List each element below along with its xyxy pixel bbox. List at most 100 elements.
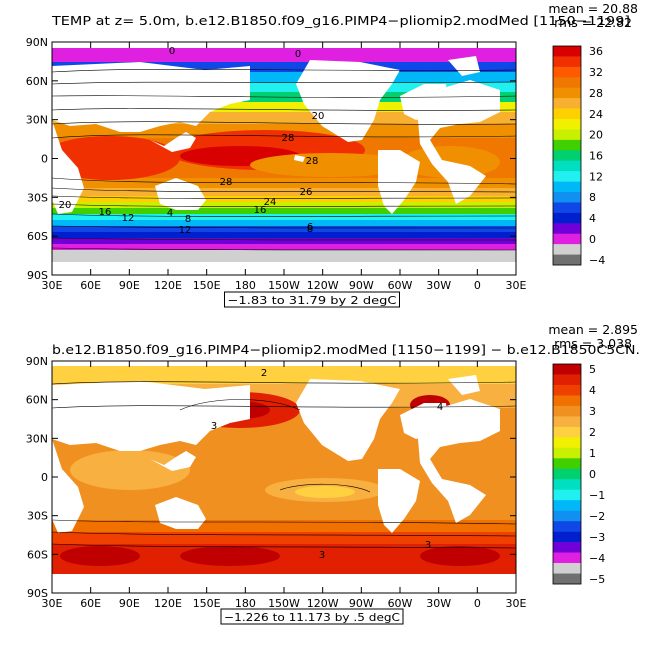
contour-label: 2 [261, 368, 267, 379]
x-tick-label: 150W [268, 597, 300, 610]
x-tick-label: 180 [235, 279, 256, 292]
y-tick-label: 30S [27, 191, 48, 204]
contour-label: 6 [307, 222, 313, 233]
x-tick-label: 60E [80, 279, 101, 292]
colorbar-frame [552, 45, 582, 266]
colorbar-swatch [553, 171, 581, 182]
colorbar-swatch [553, 212, 581, 224]
x-tick-label: 90E [119, 597, 140, 610]
colorbar-label: 4 [589, 384, 596, 397]
colorbar-swatch [553, 129, 581, 141]
contour-label: 0 [295, 49, 301, 60]
colorbar-swatch [553, 405, 581, 417]
y-tick-label: 60S [27, 230, 48, 243]
y-tick-label: 90N [26, 36, 48, 49]
x-tick-label: 150E [193, 279, 221, 292]
colorbar-label: 32 [589, 66, 603, 79]
contour-label: 4 [437, 402, 443, 413]
y-tick-label: 30N [26, 114, 48, 127]
x-tick-label: 0 [474, 279, 481, 292]
rms-label: rms = 3.038 [554, 336, 632, 351]
colorbar-swatch [553, 202, 581, 214]
colorbar-label: −2 [589, 510, 605, 523]
contour-label: 3 [425, 540, 431, 551]
colorbar-label: −4 [589, 254, 605, 267]
colorbar-label: 1 [589, 447, 596, 460]
colorbar-label: −4 [589, 552, 605, 565]
colorbar-label: 4 [589, 212, 596, 225]
colorbar-label: 2 [589, 426, 596, 439]
contour-label: 0 [169, 46, 175, 57]
contour-label: 26 [300, 187, 313, 198]
y-tick-label: 60S [27, 548, 48, 561]
colorbar-swatch [553, 384, 581, 396]
colorbar-label: 8 [589, 191, 596, 204]
colorbar-swatch [553, 521, 581, 532]
colorbar-swatch [553, 181, 581, 193]
colorbar-swatch [553, 531, 581, 543]
contour-label: 24 [264, 197, 277, 208]
panel-2 [51, 360, 517, 594]
y-tick-label: 90S [27, 587, 48, 600]
colorbar-swatch [553, 552, 581, 564]
colorbar-swatch [553, 233, 581, 245]
colorbar-swatch [553, 489, 581, 501]
x-tick-label: 120E [154, 279, 182, 292]
colorbar-label: 3 [589, 405, 596, 418]
colorbar-swatch [553, 563, 581, 574]
colorbar-label: 28 [589, 87, 603, 100]
contour-label: 28 [220, 177, 233, 188]
colorbar-label: 0 [589, 468, 596, 481]
colorbar-swatch [553, 395, 581, 407]
y-tick-label: 90N [26, 355, 48, 368]
contour-info-box [224, 291, 400, 308]
colorbar-swatch [553, 139, 581, 151]
panel-2-contours [52, 381, 516, 549]
y-tick-label: 0 [41, 153, 48, 166]
x-tick-label: 120W [307, 279, 339, 292]
colorbar-frame [552, 363, 582, 585]
contour-info: −1.226 to 11.173 by .5 degC [224, 611, 400, 624]
colorbar-label: −3 [589, 531, 605, 544]
mean-label: mean = 20.88 [548, 1, 638, 16]
colorbar-swatch [553, 374, 581, 386]
y-tick-label: 60N [26, 394, 48, 407]
colorbar-swatch [553, 254, 581, 266]
colorbar-swatch [553, 119, 581, 130]
colorbar-swatch [553, 244, 581, 255]
y-tick-label: 60N [26, 75, 48, 88]
colorbar-swatch [553, 192, 581, 203]
x-tick-label: 60W [388, 597, 413, 610]
x-tick-label: 30W [426, 279, 451, 292]
colorbar-swatch [553, 510, 581, 522]
chart-title: TEMP at z= 5.0m, b.e12.B1850.f09_g16.PIM… [51, 13, 630, 28]
colorbar-swatch [553, 542, 581, 553]
contour-label: 4 [167, 208, 173, 219]
colorbar-label: 0 [589, 233, 596, 246]
colorbar-swatch [553, 416, 581, 428]
colorbar-swatch [553, 46, 581, 57]
contour-info: −1.83 to 31.79 by 2 degC [228, 294, 397, 307]
colorbar-swatch [553, 479, 581, 491]
contour-label: 20 [59, 200, 72, 211]
x-tick-label: 60E [80, 597, 101, 610]
mean-label: mean = 2.895 [548, 322, 638, 337]
x-tick-label: 120W [307, 597, 339, 610]
colorbar-swatch [553, 437, 581, 449]
contour-label: 16 [99, 207, 112, 218]
colorbar-swatch [553, 108, 581, 120]
contour-label: 3 [319, 550, 325, 561]
colorbar-label: 36 [589, 45, 603, 58]
colorbar-label: 24 [589, 108, 603, 121]
x-tick-label: 180 [235, 597, 256, 610]
contour-label: 28 [282, 133, 295, 144]
panel-1-land [52, 56, 500, 214]
contour-label: 12 [122, 213, 135, 224]
colorbar-swatch [553, 458, 581, 470]
colorbar-swatch [553, 468, 581, 480]
y-tick-label: 30N [26, 432, 48, 445]
colorbar-swatch [553, 77, 581, 89]
contour-label: 20 [312, 111, 325, 122]
x-tick-label: 30E [506, 597, 527, 610]
panel-2-land [52, 375, 500, 533]
